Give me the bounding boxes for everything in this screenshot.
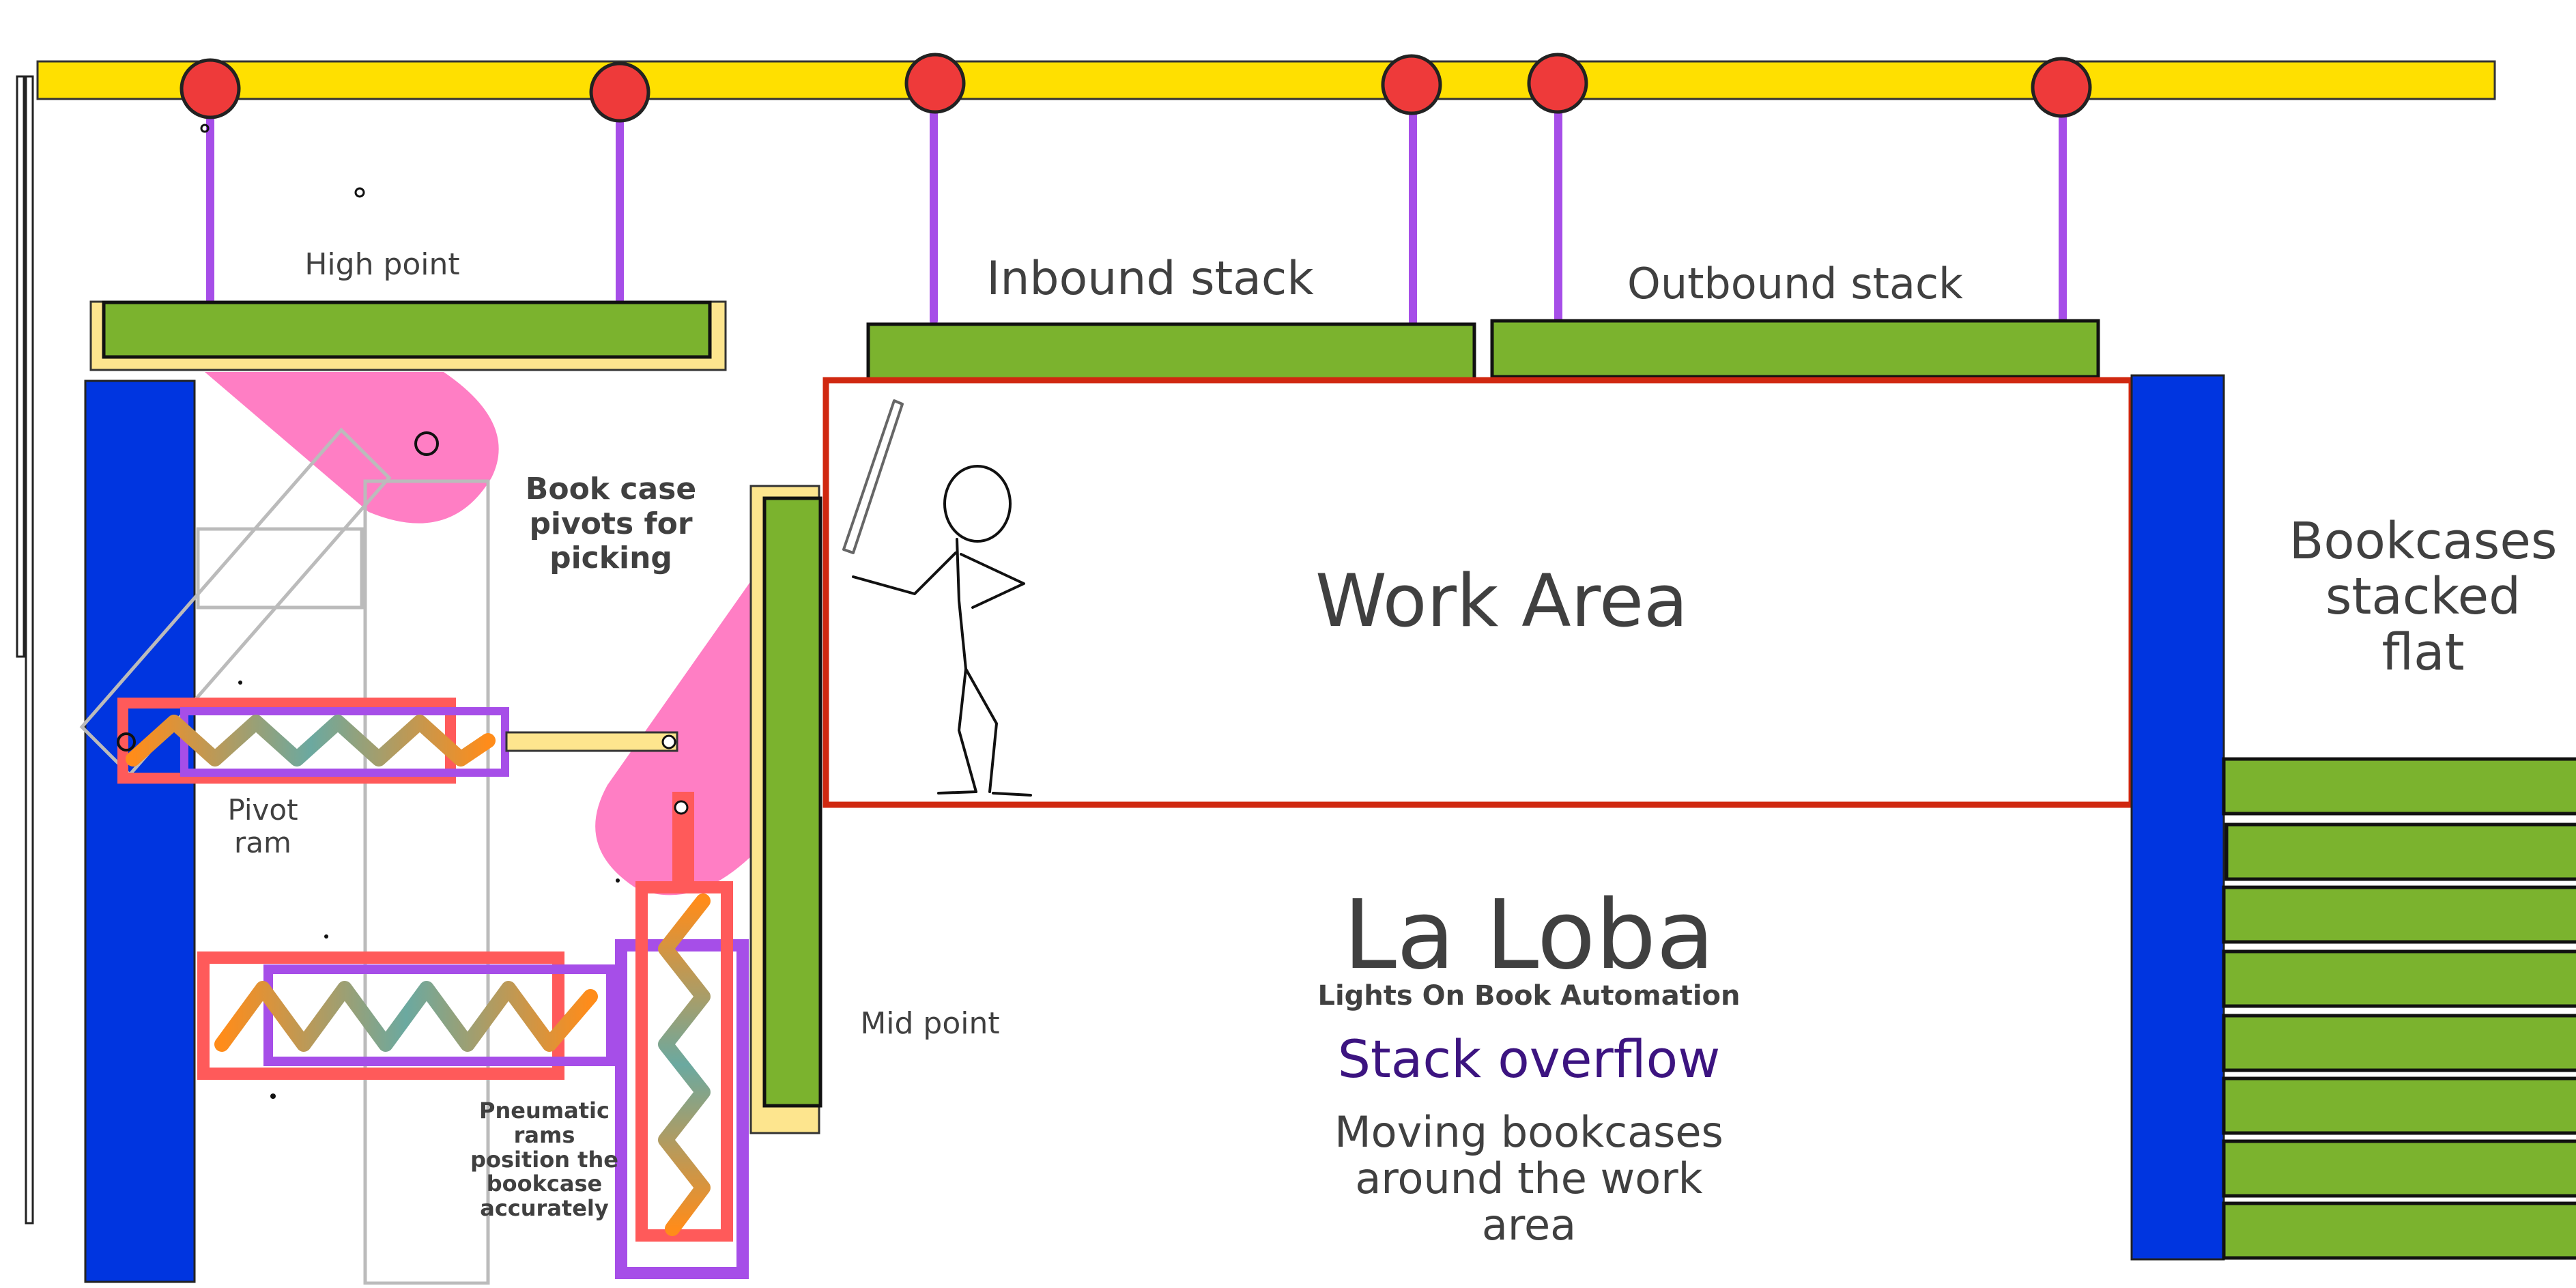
left-edge-frame bbox=[16, 75, 34, 1225]
stick-figure-operator bbox=[842, 399, 1032, 797]
trolleys bbox=[180, 53, 2092, 123]
mid-point-bookcase bbox=[762, 496, 822, 1108]
pivot-ram bbox=[117, 698, 678, 784]
brand-title: La Loba bbox=[1343, 880, 1715, 991]
markers bbox=[200, 124, 439, 456]
dots bbox=[238, 681, 620, 1099]
inbound-stack-bookcase bbox=[866, 322, 1476, 382]
trolley-3 bbox=[904, 53, 966, 114]
inbound-stack-label: Inbound stack bbox=[986, 252, 1314, 306]
pivot-caption: Book case pivots for picking bbox=[498, 472, 724, 576]
trolley-2 bbox=[589, 61, 650, 123]
pneumatic-line-4: bookcase bbox=[486, 1171, 603, 1197]
bookcases-flat-line-2: stacked bbox=[2325, 567, 2521, 627]
cables bbox=[206, 81, 2067, 337]
brand-description-line-1: Moving bookcases bbox=[1334, 1107, 1723, 1157]
pivot-caption-line-1: Book case bbox=[525, 472, 697, 506]
outbound-stack-bookcase bbox=[1490, 319, 2100, 379]
left-upright bbox=[84, 380, 196, 1283]
outbound-stack-label: Outbound stack bbox=[1627, 259, 1963, 309]
mid-point-label: Mid point bbox=[860, 1006, 1000, 1041]
high-point-label: High point bbox=[304, 247, 460, 282]
pneumatic-ram-horizontal bbox=[197, 951, 616, 1080]
pneumatic-rams-label: Pneumatic rams position the bookcase acc… bbox=[464, 1098, 625, 1222]
brand-description: Moving bookcases around the work area bbox=[1297, 1107, 1761, 1250]
brand-tagline: Stack overflow bbox=[1337, 1029, 1721, 1089]
pivot-zone-lower bbox=[595, 567, 761, 896]
bookcases-flat-line-1: Bookcases bbox=[2289, 512, 2558, 571]
pivot-caption-line-2: pivots for bbox=[529, 506, 693, 541]
flat-stacked-bookcases bbox=[2222, 757, 2576, 1260]
pivot-ram-line-2: ram bbox=[234, 826, 291, 860]
pneumatic-line-3: position the bbox=[470, 1146, 618, 1173]
pneumatic-ram-vertical bbox=[615, 792, 749, 1279]
bookcases-flat-line-3: flat bbox=[2381, 622, 2465, 682]
right-upright bbox=[2130, 374, 2225, 1261]
high-point-bookcase bbox=[102, 300, 712, 359]
trolley-4 bbox=[1381, 54, 1442, 115]
pivot-zone-upper bbox=[205, 372, 499, 524]
work-area-label: Work Area bbox=[1315, 559, 1689, 643]
pneumatic-line-2: rams bbox=[513, 1121, 575, 1148]
bookcases-flat-label: Bookcases stacked flat bbox=[2273, 512, 2573, 682]
trolley-1 bbox=[180, 58, 241, 119]
brand-description-line-2: around the work bbox=[1355, 1154, 1703, 1204]
pneumatic-line-1: Pneumatic bbox=[479, 1098, 610, 1124]
ghost-bookcase-positions bbox=[79, 427, 490, 1285]
overhead-rail bbox=[36, 60, 2496, 100]
trolley-6 bbox=[2031, 57, 2092, 118]
brand-description-line-3: area bbox=[1481, 1200, 1577, 1250]
pneumatic-line-5: accurately bbox=[480, 1195, 609, 1222]
pivot-ram-label: Pivot ram bbox=[205, 793, 321, 860]
pivot-ram-line-1: Pivot bbox=[227, 793, 298, 827]
brand-subtitle: Lights On Book Automation bbox=[1317, 980, 1741, 1012]
pivot-caption-line-3: picking bbox=[549, 541, 672, 576]
trolley-5 bbox=[1527, 53, 1588, 114]
